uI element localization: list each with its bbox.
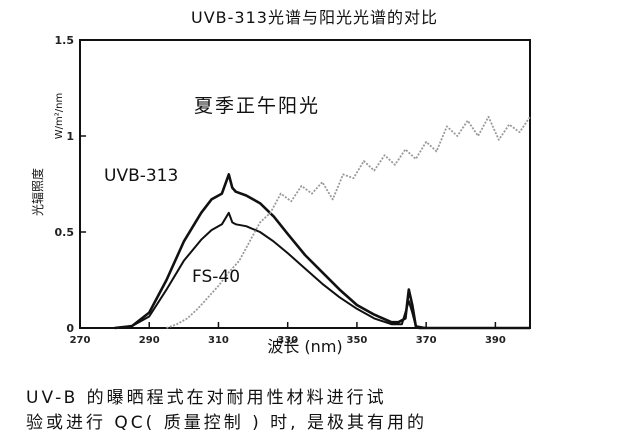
y-tick-label: 1 [66, 130, 74, 143]
x-tick-label: 270 [70, 335, 91, 346]
caption-line-1: UV-B 的曝晒程式在对耐用性材料进行试 [26, 388, 387, 408]
caption-line-2: 验或进行 QC( 质量控制 ) 时, 是极其有用的 [26, 413, 427, 433]
x-tick-label: 330 [277, 335, 298, 346]
x-axis-label: 波长 (nm) [267, 337, 342, 356]
y-axis-label: 光辐照度 [30, 168, 45, 216]
series-label-fs40: FS-40 [192, 267, 240, 287]
series-layer [114, 115, 531, 330]
plot-frame [79, 39, 531, 329]
series-label-sunlight: 夏季正午阳光 [194, 95, 320, 117]
tick-layer: 270 290 310 330 350 370 390 0 0.5 1 1.5 [55, 34, 506, 346]
series-label-uvb313: UVB-313 [104, 166, 178, 186]
y-tick-label: 0.5 [55, 226, 75, 239]
x-tick-label: 290 [139, 335, 160, 346]
series-line-2 [166, 115, 531, 329]
y-tick-label: 1.5 [55, 34, 75, 47]
y-tick-label: 0 [66, 322, 74, 335]
series-line-0 [114, 173, 530, 330]
x-tick-label: 310 [208, 335, 229, 346]
x-tick-label: 350 [346, 335, 367, 346]
plot-area [79, 39, 531, 329]
y-axis-unit: W/m²/nm [54, 93, 65, 139]
label-layer: 波长 (nm) 光辐照度 W/m²/nm UVB-313 FS-40 夏季正午阳光 [30, 93, 343, 356]
x-tick-label: 370 [416, 335, 437, 346]
chart-title: UVB-313光谱与阳光光谱的对比 [191, 8, 438, 27]
series-line-1 [114, 211, 530, 329]
x-tick-label: 390 [485, 335, 506, 346]
